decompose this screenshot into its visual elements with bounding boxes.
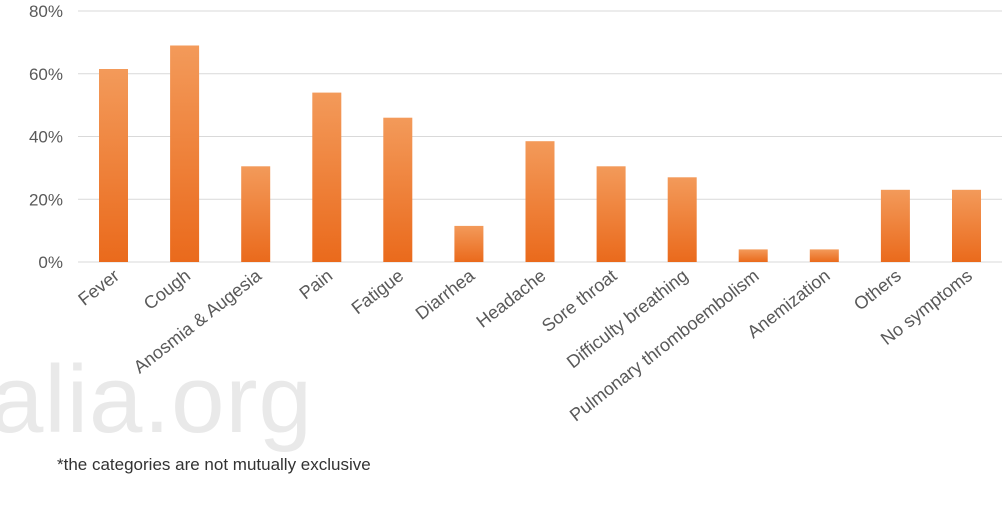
bar bbox=[99, 69, 128, 262]
bar bbox=[809, 249, 839, 262]
x-tick-label: Fever bbox=[74, 265, 123, 309]
bar bbox=[383, 117, 413, 262]
bar bbox=[454, 225, 484, 262]
x-tick-label: Difficulty breathing bbox=[563, 265, 692, 372]
y-tick-label: 80% bbox=[29, 2, 63, 21]
watermark: alia.org bbox=[0, 346, 313, 453]
bars bbox=[99, 45, 981, 262]
y-tick-label: 60% bbox=[29, 65, 63, 84]
bar bbox=[170, 45, 200, 262]
x-tick-label: Cough bbox=[140, 265, 194, 313]
bar bbox=[312, 92, 342, 262]
y-tick-label: 40% bbox=[29, 128, 63, 147]
x-tick-label: Pain bbox=[296, 265, 337, 303]
x-tick-label: Anosmia & Augesia bbox=[130, 265, 266, 377]
footnote: *the categories are not mutually exclusi… bbox=[57, 455, 371, 474]
bar bbox=[596, 166, 626, 262]
bar bbox=[880, 189, 910, 262]
bar bbox=[241, 166, 271, 262]
x-tick-label: Headache bbox=[472, 265, 549, 331]
bar bbox=[952, 189, 981, 262]
bar bbox=[667, 177, 697, 262]
y-axis-tick-labels: 0% 20% 40% 60% 80% bbox=[29, 2, 63, 272]
x-tick-label: Fatigue bbox=[348, 265, 408, 318]
y-tick-label: 0% bbox=[38, 253, 63, 272]
x-tick-label: Others bbox=[850, 265, 905, 314]
bar bbox=[738, 249, 768, 262]
x-tick-label: Diarrhea bbox=[412, 265, 479, 324]
y-tick-label: 20% bbox=[29, 190, 63, 209]
bar bbox=[525, 141, 555, 262]
